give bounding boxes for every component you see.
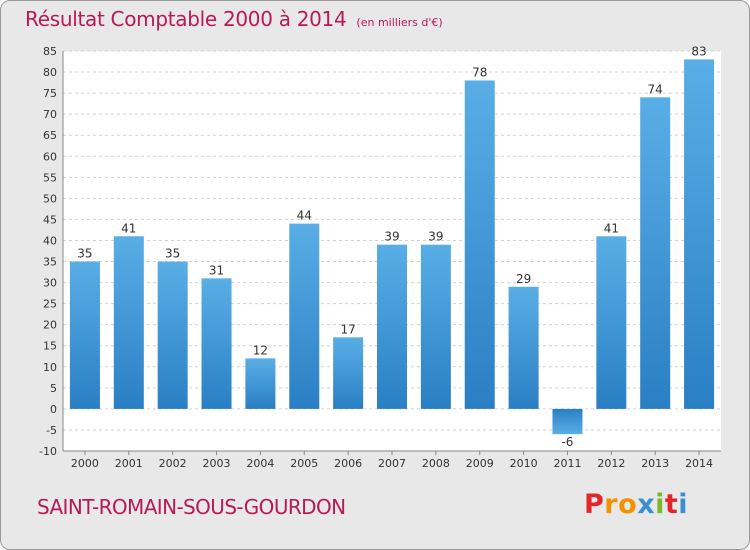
- y-tick-label: -5: [46, 424, 57, 437]
- y-tick-label: 0: [50, 403, 57, 416]
- value-label-2010: 29: [516, 272, 531, 286]
- chart-title: Résultat Comptable 2000 à 2014 (en millie…: [25, 7, 443, 31]
- x-tick-label-2009: 2009: [466, 457, 494, 470]
- title-unit: (en milliers d'€): [356, 16, 443, 29]
- logo-letter: i: [655, 489, 665, 520]
- y-tick-label: 30: [43, 277, 57, 290]
- bar-2011: [552, 408, 583, 435]
- logo-letter: P: [584, 489, 605, 520]
- proxiti-logo: Proxiti: [584, 489, 688, 520]
- x-tick-label-2014: 2014: [685, 457, 713, 470]
- bars: 35 41 35 31 12 44 17 39 39 78 29 -6 41 74 83: [69, 44, 715, 449]
- y-tick-label: 80: [43, 66, 57, 79]
- value-label-2003: 31: [209, 263, 224, 277]
- bar-2000: [69, 261, 100, 409]
- y-tick-label: 55: [43, 171, 57, 184]
- x-tick-label-2002: 2002: [159, 457, 187, 470]
- bar-2010: [508, 286, 539, 409]
- value-label-2006: 17: [340, 322, 355, 336]
- logo-letter: x: [637, 489, 656, 520]
- x-tick-label-2005: 2005: [290, 457, 318, 470]
- bar-2007: [377, 244, 407, 409]
- y-tick-label: 70: [43, 108, 57, 121]
- bar-2002: [157, 261, 188, 409]
- y-tick-label: 40: [43, 234, 57, 247]
- y-tick-label: 45: [43, 213, 57, 226]
- logo-letter: o: [618, 489, 638, 520]
- x-tick-label-2008: 2008: [422, 457, 450, 470]
- value-label-2004: 12: [253, 343, 268, 357]
- title-text: Résultat Comptable 2000 à 2014: [25, 7, 347, 31]
- bar-2012: [596, 236, 627, 409]
- bar-2005: [289, 223, 320, 409]
- y-tick-label: 85: [43, 45, 57, 58]
- logo-letter: i: [678, 489, 689, 520]
- value-label-2014: 83: [691, 44, 706, 58]
- x-tick-label-2010: 2010: [510, 457, 538, 470]
- bar-2006: [333, 337, 364, 409]
- y-tick-label: -10: [39, 445, 57, 458]
- y-tick-label: 50: [43, 192, 57, 205]
- y-tick-label: 75: [43, 87, 57, 100]
- value-label-2012: 41: [604, 221, 619, 235]
- y-tick-label: 25: [43, 298, 57, 311]
- x-tick-label-2007: 2007: [378, 457, 406, 470]
- x-tick-label-2012: 2012: [597, 457, 625, 470]
- y-tick-label: 65: [43, 129, 57, 142]
- bar-2014: [684, 59, 715, 409]
- city-name: SAINT-ROMAIN-SOUS-GOURDON: [37, 495, 346, 519]
- y-tick-label: 20: [43, 319, 57, 332]
- value-label-2001: 41: [121, 221, 136, 235]
- x-axis: 2000 2001 2002 2003 2004 2005 2006 2007 2008 2009…: [71, 451, 713, 470]
- x-tick-label-2011: 2011: [553, 457, 581, 470]
- y-tick-label: 35: [43, 256, 57, 269]
- x-tick-label-2001: 2001: [115, 457, 143, 470]
- bar-2013: [640, 97, 671, 409]
- x-tick-label-2013: 2013: [641, 457, 669, 470]
- x-tick-label-2004: 2004: [246, 457, 274, 470]
- bar-2001: [113, 236, 144, 409]
- bar-2008: [420, 244, 451, 409]
- y-tick-label: 15: [43, 340, 57, 353]
- bar-2004: [245, 358, 276, 409]
- value-label-2002: 35: [165, 247, 180, 261]
- x-tick-label-2000: 2000: [71, 457, 99, 470]
- y-tick-label: 10: [43, 361, 57, 374]
- value-label-2009: 78: [472, 65, 487, 79]
- value-label-2000: 35: [77, 247, 92, 261]
- value-label-2011: -6: [561, 435, 573, 449]
- value-label-2013: 74: [648, 82, 663, 96]
- y-tick-label: 60: [43, 150, 57, 163]
- value-label-2007: 39: [384, 230, 399, 244]
- x-tick-label-2003: 2003: [203, 457, 231, 470]
- bar-2009: [464, 80, 495, 409]
- value-label-2008: 39: [428, 230, 443, 244]
- logo-letter: t: [664, 489, 679, 520]
- x-tick-label-2006: 2006: [334, 457, 362, 470]
- logo-letter: r: [604, 489, 619, 520]
- bar-2003: [201, 278, 232, 409]
- y-tick-label: 5: [50, 382, 57, 395]
- value-label-2005: 44: [297, 209, 312, 223]
